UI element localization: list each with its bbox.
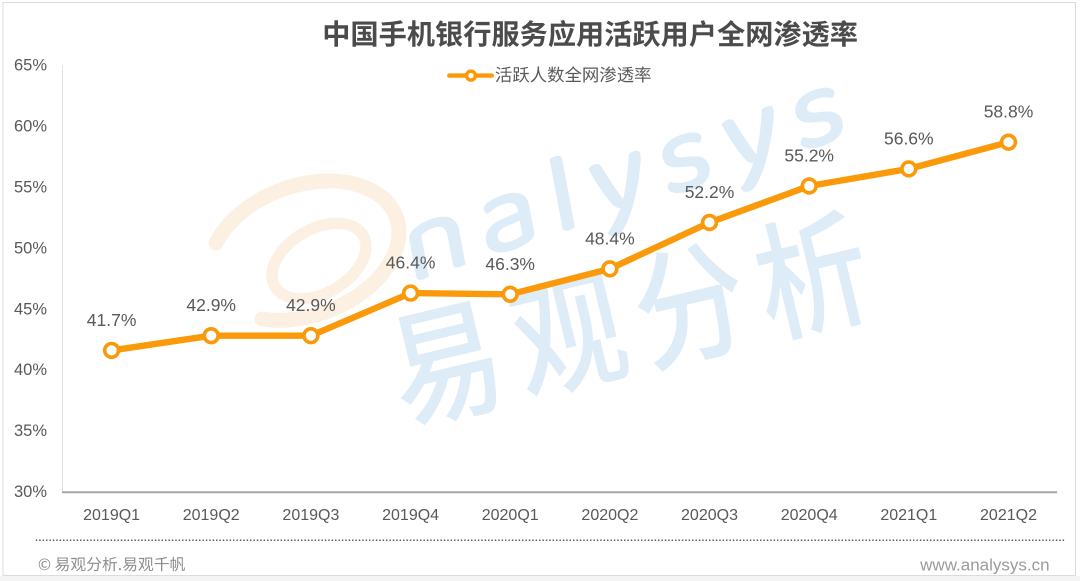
- svg-text:41.7%: 41.7%: [87, 310, 137, 330]
- svg-text:56.6%: 56.6%: [884, 128, 934, 148]
- svg-text:40%: 40%: [14, 361, 47, 379]
- svg-text:45%: 45%: [14, 300, 47, 318]
- svg-text:50%: 50%: [14, 239, 47, 257]
- svg-text:2020Q1: 2020Q1: [482, 507, 539, 524]
- svg-text:2021Q2: 2021Q2: [980, 507, 1037, 524]
- svg-text:35%: 35%: [14, 422, 47, 440]
- svg-text:2019Q1: 2019Q1: [83, 507, 140, 524]
- svg-text:46.3%: 46.3%: [485, 254, 535, 274]
- svg-text:2020Q2: 2020Q2: [581, 507, 638, 524]
- svg-text:46.4%: 46.4%: [386, 253, 436, 273]
- svg-text:2021Q1: 2021Q1: [880, 507, 937, 524]
- svg-text:2019Q4: 2019Q4: [382, 507, 439, 524]
- svg-text:42.9%: 42.9%: [286, 295, 336, 315]
- svg-text:2020Q4: 2020Q4: [781, 507, 838, 524]
- svg-text:48.4%: 48.4%: [585, 228, 635, 248]
- svg-text:2020Q3: 2020Q3: [681, 507, 738, 524]
- svg-text:55.2%: 55.2%: [784, 146, 834, 166]
- svg-text:www.analysys.cn: www.analysys.cn: [919, 556, 1049, 575]
- svg-text:2019Q3: 2019Q3: [282, 507, 339, 524]
- svg-text:2019Q2: 2019Q2: [183, 507, 240, 524]
- svg-text:60%: 60%: [14, 118, 47, 136]
- svg-text:52.2%: 52.2%: [685, 182, 735, 202]
- svg-text:58.8%: 58.8%: [984, 102, 1034, 122]
- svg-text:30%: 30%: [14, 483, 47, 501]
- svg-text:55%: 55%: [14, 179, 47, 197]
- svg-text:65%: 65%: [14, 57, 47, 75]
- svg-text:42.9%: 42.9%: [186, 295, 236, 315]
